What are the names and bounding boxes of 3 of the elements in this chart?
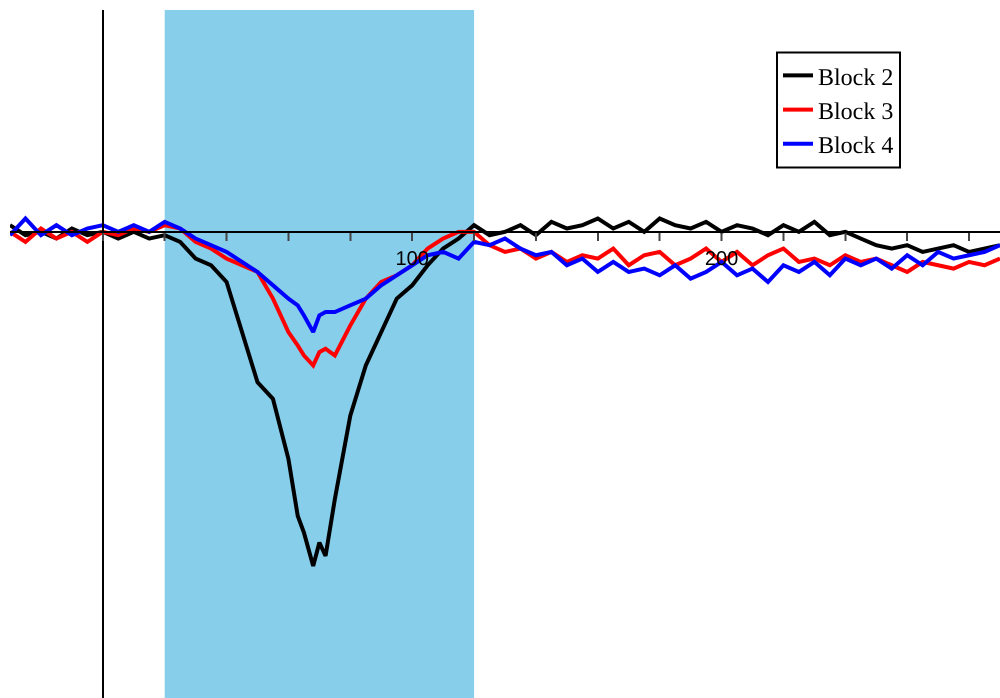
legend-label: Block 3 — [818, 98, 894, 125]
legend-label: Block 4 — [818, 133, 894, 160]
legend-label: Block 2 — [818, 64, 894, 91]
